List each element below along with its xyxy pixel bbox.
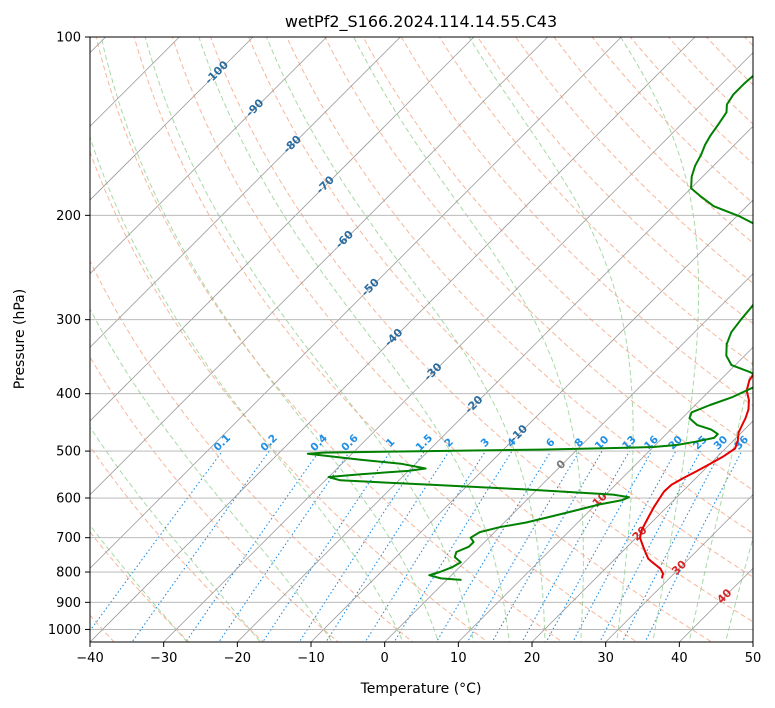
dry-adiabat-line <box>324 37 753 491</box>
x-tick-label: −10 <box>297 651 324 666</box>
isotherm-line <box>384 273 753 642</box>
dry-adiabat-line <box>209 37 753 623</box>
y-axis-label: Pressure (hPa) <box>12 289 28 389</box>
dry-adiabat-line <box>90 445 265 642</box>
y-tick-label: 900 <box>56 596 81 611</box>
x-tick-label: 20 <box>524 651 541 666</box>
isotherm-line <box>90 37 475 422</box>
dry-adiabat-line <box>400 37 753 407</box>
skewed-isotherm-lines <box>90 37 753 642</box>
profile-series <box>306 74 753 581</box>
dry-adiabat-line <box>90 259 414 642</box>
moist-adiabat-line <box>90 524 188 642</box>
moist-adiabat-line <box>266 37 546 642</box>
y-tick-label: 400 <box>56 387 81 402</box>
isotherm-line <box>237 125 753 642</box>
x-tick-label: 50 <box>745 651 762 666</box>
x-tick-label: −40 <box>76 651 103 666</box>
isotherm-line <box>90 37 696 642</box>
x-tick-label: 30 <box>597 651 614 666</box>
dry-adiabat-line <box>248 37 753 578</box>
dry-adiabat-line <box>90 531 190 642</box>
y-tick-label: 800 <box>56 566 81 581</box>
isotherm-line <box>90 37 254 201</box>
y-tick-label: 300 <box>56 313 81 328</box>
isotherm-line <box>90 37 401 348</box>
dry-adiabat-line <box>90 356 340 642</box>
y-tick-label: 700 <box>56 531 81 546</box>
isotherm-line <box>531 420 753 642</box>
x-tick-label: −30 <box>150 651 177 666</box>
x-tick-label: 40 <box>671 651 688 666</box>
dry-adiabat-line <box>133 37 638 642</box>
dry-adiabat-line <box>286 37 753 534</box>
dry-adiabat-line <box>95 37 564 642</box>
plot-frame <box>89 36 754 643</box>
x-tick-label: 0 <box>381 651 389 666</box>
dry-adiabat-line <box>171 37 713 642</box>
moist-adiabat-line <box>144 37 475 642</box>
y-tick-label: 600 <box>56 492 81 507</box>
y-tick-label: 200 <box>56 209 81 224</box>
x-tick-label: 10 <box>450 651 467 666</box>
chart-title: wetPf2_S166.2024.114.14.55.C43 <box>285 12 557 32</box>
y-tick-label: 500 <box>56 445 81 460</box>
isotherm-line <box>458 346 753 642</box>
dewpoint-line <box>306 74 753 581</box>
isotherm-line <box>605 494 753 642</box>
moist-adiabat-line <box>620 37 700 642</box>
x-tick-label: −20 <box>224 651 251 666</box>
moist-adiabat-line <box>90 308 333 642</box>
isotherm-line <box>90 37 548 496</box>
y-tick-label: 100 <box>56 31 81 46</box>
y-tick-label: 1000 <box>48 623 81 638</box>
isotherm-line <box>90 37 622 569</box>
x-axis-ticks: −40 −30 −20 −10 0 10 20 30 40 50 <box>76 642 761 666</box>
dry-adiabat-line <box>362 37 753 449</box>
y-axis-ticks: 1000 900 800 700 600 500 400 300 200 100 <box>48 31 90 638</box>
isotherm-line <box>163 52 753 642</box>
x-axis-label: Temperature (°C) <box>360 681 482 697</box>
temperature-line <box>639 372 753 579</box>
isotherm-line <box>90 37 327 275</box>
isotherm-line <box>310 199 753 642</box>
moist-adiabat-line <box>725 536 753 642</box>
